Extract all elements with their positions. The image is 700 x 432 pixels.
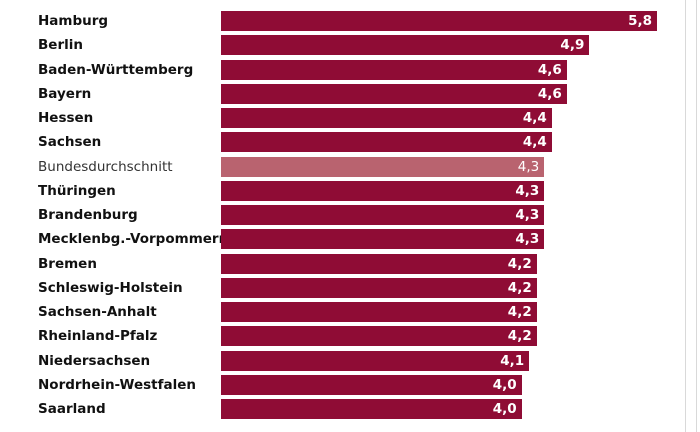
category-label: Hessen (38, 110, 94, 126)
bar: 5,8 (221, 11, 657, 31)
bar: 4,4 (221, 108, 552, 128)
bar: 4,2 (221, 302, 537, 322)
value-label: 4,3 (515, 207, 540, 223)
bar-row-rheinland-pfalz: Rheinland-Pfalz 4,2 (0, 326, 700, 347)
value-label: 4,1 (500, 352, 525, 369)
bar-row-bundesdurchschnitt: Bundesdurchschnitt 4,3 (0, 156, 700, 177)
category-label: Thüringen (38, 182, 116, 199)
bar: 4,6 (221, 59, 567, 80)
value-label: 4,9 (560, 37, 585, 54)
category-label: Bremen (38, 255, 97, 272)
bar-row-thueringen: Thüringen 4,3 (0, 180, 700, 201)
value-label: 4,0 (492, 401, 517, 417)
bar-row-bayern: Bayern 4,6 (0, 83, 700, 104)
bar-row-hamburg: Hamburg 5,8 (0, 11, 700, 31)
value-label: 4,3 (515, 231, 540, 248)
bar-row-hessen: Hessen 4,4 (0, 108, 700, 128)
bar: 4,1 (221, 350, 530, 371)
value-label: 4,2 (507, 304, 532, 320)
category-label: Sachsen (38, 134, 102, 151)
bar-row-bremen: Bremen 4,2 (0, 253, 700, 274)
bar-row-sachsen: Sachsen 4,4 (0, 132, 700, 153)
value-label: 4,3 (517, 158, 540, 175)
category-label: Schleswig-Holstein (38, 279, 183, 296)
right-divider-line (685, 0, 686, 432)
bar-row-berlin: Berlin 4,9 (0, 35, 700, 56)
category-label: Rheinland-Pfalz (38, 328, 158, 345)
category-label: Brandenburg (38, 207, 138, 223)
category-label: Berlin (38, 37, 83, 54)
bar: 4,0 (221, 374, 522, 395)
value-label: 5,8 (628, 13, 652, 29)
bar-row-brandenburg: Brandenburg 4,3 (0, 205, 700, 225)
bar-row-mecklenbg-vorpommern: Mecklenbg.-Vorpommern 4,3 (0, 229, 700, 250)
right-frame-line (696, 0, 697, 432)
value-label: 4,2 (507, 255, 532, 272)
category-label: Sachsen-Anhalt (38, 304, 157, 320)
value-label: 4,6 (537, 85, 562, 102)
bar: 4,9 (221, 35, 590, 56)
bar: 4,0 (221, 399, 522, 419)
value-label: 4,2 (507, 279, 532, 296)
bar: 4,2 (221, 253, 537, 274)
bar-row-niedersachsen: Niedersachsen 4,1 (0, 350, 700, 371)
bar: 4,6 (221, 83, 567, 104)
value-label: 4,6 (537, 61, 562, 78)
bar: 4,3 (221, 205, 545, 225)
category-label: Bayern (38, 85, 92, 102)
bar: 4,2 (221, 277, 537, 298)
value-label: 4,0 (492, 376, 517, 393)
value-label: 4,4 (522, 110, 547, 126)
bar-row-sachsen-anhalt: Sachsen-Anhalt 4,2 (0, 302, 700, 322)
bar: 4,4 (221, 132, 552, 153)
bar: 4,2 (221, 326, 537, 347)
bar-row-nordrhein-westfalen: Nordrhein-Westfalen 4,0 (0, 374, 700, 395)
value-label: 4,3 (515, 182, 540, 199)
bar-row-schleswig-holstein: Schleswig-Holstein 4,2 (0, 277, 700, 298)
category-label: Hamburg (38, 13, 109, 29)
value-label: 4,4 (522, 134, 547, 151)
category-label: Bundesdurchschnitt (38, 158, 173, 175)
category-label: Mecklenbg.-Vorpommern (38, 231, 229, 248)
category-label: Saarland (38, 401, 106, 417)
bar: 4,3 (221, 229, 545, 250)
category-label: Baden-Württemberg (38, 61, 194, 78)
value-label: 4,2 (507, 328, 532, 345)
bar-row-saarland: Saarland 4,0 (0, 399, 700, 419)
bar: 4,3 (221, 180, 545, 201)
bar-row-baden-wuerttemberg: Baden-Württemberg 4,6 (0, 59, 700, 80)
category-label: Niedersachsen (38, 352, 151, 369)
bar: 4,3 (221, 156, 545, 177)
category-label: Nordrhein-Westfalen (38, 376, 196, 393)
